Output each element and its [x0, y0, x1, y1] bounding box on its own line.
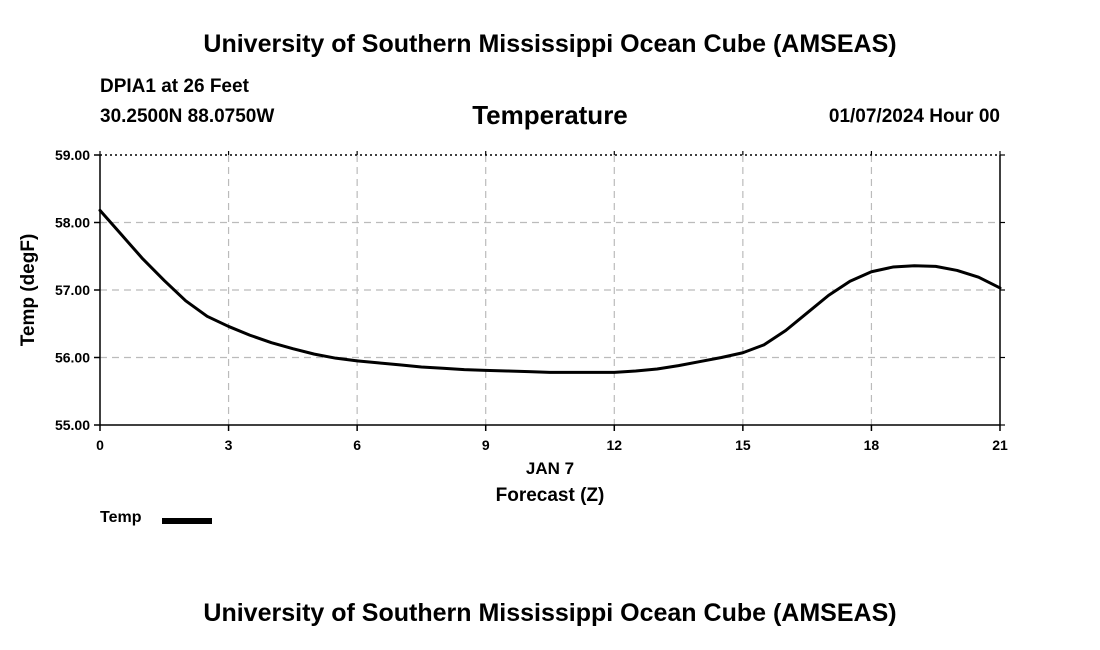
- x-tick-label-3: 3: [225, 437, 233, 453]
- x-tick-label-0: 0: [96, 437, 104, 453]
- y-tick-label-55: 55.00: [55, 417, 90, 433]
- chart-title-top: University of Southern Mississippi Ocean…: [203, 30, 897, 58]
- x-tick-label-21: 21: [992, 437, 1008, 453]
- x-axis-label: Forecast (Z): [496, 485, 605, 506]
- y-axis-label: Temp (degF): [18, 234, 39, 347]
- chart-title-bottom: University of Southern Mississippi Ocean…: [203, 599, 897, 627]
- x-tick-label-18: 18: [864, 437, 880, 453]
- y-tick-label-59: 59.00: [55, 147, 90, 163]
- station-coordinates: 30.2500N 88.0750W: [100, 106, 275, 127]
- legend-swatch-temp: [162, 518, 212, 524]
- variable-title: Temperature: [472, 100, 628, 130]
- y-tick-label-57: 57.00: [55, 282, 90, 298]
- x-tick-label-15: 15: [735, 437, 751, 453]
- x-axis-date-label: JAN 7: [526, 459, 574, 478]
- x-tick-label-6: 6: [353, 437, 361, 453]
- y-tick-label-56: 56.00: [55, 350, 90, 366]
- legend-label-temp: Temp: [100, 509, 142, 526]
- x-tick-label-9: 9: [482, 437, 490, 453]
- series-points-temp: [99, 210, 1001, 373]
- station-label: DPIA1 at 26 Feet: [100, 76, 249, 97]
- forecast-datetime: 01/07/2024 Hour 00: [828, 106, 1000, 127]
- y-tick-label-58: 58.00: [55, 215, 90, 231]
- series-line-temp: [98, 208, 1002, 374]
- x-tick-label-12: 12: [606, 437, 622, 453]
